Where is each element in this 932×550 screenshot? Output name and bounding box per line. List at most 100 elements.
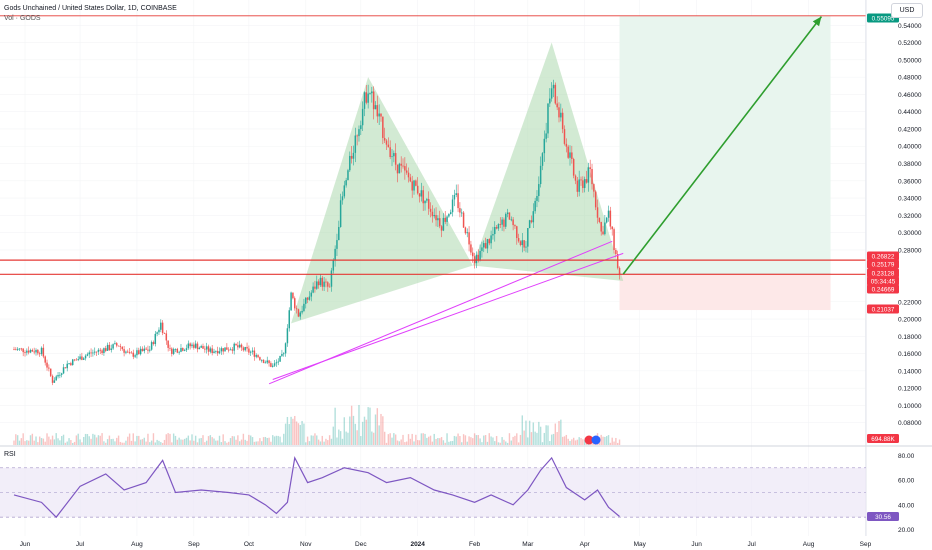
volume-bar bbox=[156, 439, 158, 445]
price-tick-label: 0.18000 bbox=[898, 334, 922, 341]
volume-bar bbox=[525, 420, 527, 445]
volume-bar bbox=[549, 441, 551, 445]
volume-bar bbox=[176, 439, 179, 445]
volume-bar bbox=[75, 435, 78, 445]
candle-body bbox=[374, 105, 377, 110]
volume-bar bbox=[134, 441, 136, 445]
volume-bar bbox=[24, 441, 26, 445]
candle-body bbox=[308, 296, 311, 300]
head-left-triangle[interactable] bbox=[291, 77, 473, 324]
volume-bar bbox=[602, 436, 604, 445]
volume-bar bbox=[169, 433, 171, 445]
long-position-loss-zone[interactable] bbox=[619, 274, 831, 311]
candle-body bbox=[251, 350, 254, 352]
candle-body bbox=[138, 350, 140, 355]
candle-body bbox=[262, 359, 265, 363]
time-tick-label: Jun bbox=[691, 541, 702, 548]
candle-body bbox=[92, 352, 94, 354]
candle-body bbox=[380, 113, 382, 117]
volume-bar bbox=[440, 437, 443, 445]
volume-bar bbox=[556, 432, 558, 445]
volume-bar bbox=[18, 440, 21, 445]
volume-bar bbox=[382, 416, 384, 445]
candle-body bbox=[543, 138, 546, 154]
time-tick-label: Aug bbox=[803, 541, 815, 548]
candle-body bbox=[209, 348, 212, 352]
volume-bar bbox=[541, 442, 544, 445]
candle-body bbox=[226, 347, 228, 350]
volume-bar bbox=[424, 433, 426, 445]
candle-body bbox=[73, 359, 76, 361]
candle-body bbox=[141, 348, 144, 352]
candle-body bbox=[84, 355, 87, 359]
volume-bar bbox=[310, 435, 312, 445]
event-badge-icon[interactable] bbox=[591, 435, 601, 445]
candle-body bbox=[587, 167, 590, 183]
event-badge-icon[interactable] bbox=[584, 435, 594, 445]
volume-bar bbox=[180, 439, 182, 445]
volume-bar bbox=[495, 436, 498, 445]
volume-bar bbox=[572, 437, 575, 445]
rsi-axis[interactable]: 80.00 60.00 40.00 20.00 30.56 bbox=[867, 453, 915, 534]
volume-bar bbox=[211, 437, 213, 445]
volume-bar bbox=[207, 436, 210, 445]
candle-body bbox=[552, 84, 555, 89]
candle-body bbox=[167, 340, 169, 348]
candle-body bbox=[517, 238, 520, 242]
volume-bar bbox=[301, 420, 303, 445]
candle-body bbox=[275, 362, 278, 364]
volume-bar bbox=[583, 440, 586, 445]
candle-body bbox=[79, 356, 81, 360]
volume-bar bbox=[613, 441, 615, 445]
candle-body bbox=[519, 241, 522, 246]
head-right-triangle[interactable] bbox=[472, 42, 624, 282]
rsi-legend: RSI bbox=[4, 451, 16, 458]
candle-body bbox=[160, 322, 162, 330]
volume-bar bbox=[422, 433, 424, 445]
candle-body bbox=[196, 343, 199, 350]
volume-bar bbox=[27, 440, 30, 445]
candle-body bbox=[180, 348, 182, 352]
volume-bar bbox=[400, 439, 402, 445]
candle-body bbox=[328, 286, 331, 288]
currency-button[interactable]: USD bbox=[891, 3, 923, 18]
event-badges[interactable] bbox=[584, 435, 601, 445]
volume-bar bbox=[152, 433, 155, 445]
volume-bar bbox=[204, 442, 206, 445]
volume-bar bbox=[316, 435, 318, 445]
volume-bar bbox=[468, 436, 470, 445]
volume-bar bbox=[77, 433, 79, 445]
volume-bar bbox=[607, 435, 610, 445]
volume-bar bbox=[38, 436, 41, 445]
volume-bar bbox=[185, 437, 188, 445]
volume-bar bbox=[90, 438, 92, 445]
volume-bar bbox=[528, 420, 531, 445]
candle-body bbox=[316, 281, 318, 289]
volume-bar bbox=[431, 441, 434, 445]
candle-body bbox=[38, 353, 41, 355]
time-axis[interactable]: Jun Jul Aug Sep Oct Nov Dec 2024 Feb Mar Apr May Jun… bbox=[20, 541, 872, 548]
candle-body bbox=[99, 349, 101, 351]
volume-bar bbox=[266, 437, 268, 445]
volume-bar bbox=[330, 438, 333, 445]
candle-body bbox=[460, 212, 463, 214]
volume-bar bbox=[220, 442, 223, 445]
long-position-profit-zone[interactable] bbox=[619, 15, 831, 275]
volume-bar bbox=[224, 441, 226, 445]
target-arrow[interactable] bbox=[622, 16, 823, 275]
price-axis[interactable]: 0.54000 0.52000 0.50000 0.48000 0.46000 0.440… bbox=[898, 23, 922, 427]
candle-body bbox=[494, 227, 496, 235]
volume-bar bbox=[561, 436, 564, 445]
candle-body bbox=[448, 214, 450, 217]
candle-body bbox=[604, 222, 606, 235]
rsi-value-tag bbox=[867, 511, 899, 521]
candle-body bbox=[194, 343, 197, 348]
volume-bar bbox=[433, 433, 435, 445]
volume-bar bbox=[530, 432, 533, 445]
price-tick-label: 0.28000 bbox=[898, 247, 922, 254]
volume-bar bbox=[339, 431, 342, 445]
volume-bar bbox=[61, 436, 63, 445]
price-tick-label: 0.22000 bbox=[898, 299, 922, 306]
candle-body bbox=[62, 367, 65, 374]
